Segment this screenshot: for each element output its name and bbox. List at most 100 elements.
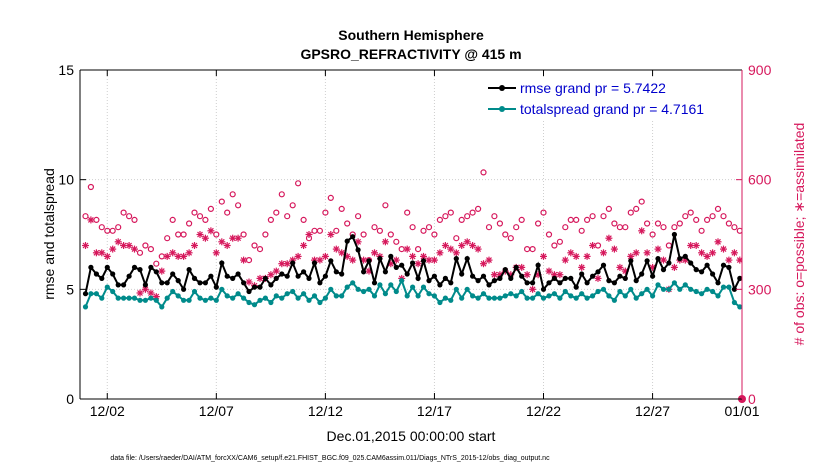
possible-marker [573,216,580,223]
rmse-point [366,258,372,264]
spread-point [502,293,508,299]
rmse-point [595,269,601,275]
spread-point [410,284,416,290]
y2-axis-label: # of obs: o=possible; ∗=assimilated [791,123,807,346]
possible-marker [273,209,280,216]
rmse-point [464,256,470,262]
spread-point [131,295,138,301]
rmse-point [290,260,296,266]
spread-point [644,286,650,292]
spread-point [311,293,318,299]
rmse-point [737,275,742,281]
assimilated-marker [605,234,613,242]
possible-marker [196,213,204,220]
rmse-point [241,280,247,286]
rmse-point [131,264,138,270]
possible-marker [654,220,662,227]
rmse-point [530,280,536,286]
assimilated-marker [518,263,526,271]
rmse-point [99,275,105,281]
assimilated-marker [523,271,531,279]
spread-point [224,293,230,299]
possible-marker [714,205,722,212]
rmse-point [159,280,165,286]
possible-marker [355,213,362,220]
rmse-point [268,282,274,288]
spread-point [442,295,448,301]
spread-point [339,293,345,299]
assimilated-marker [425,256,433,264]
possible-marker [720,213,727,220]
rmse-point [513,264,519,270]
possible-marker [300,216,307,223]
possible-marker [382,202,389,209]
assimilated-marker [414,260,422,268]
spread-point [710,288,716,295]
possible-marker [660,224,667,231]
possible-marker [491,213,498,220]
legend-spread-marker [499,106,505,112]
rmse-point [731,286,738,292]
x-tick-label: 12/22 [526,403,561,419]
possible-marker [627,209,634,216]
possible-marker [687,209,694,216]
spread-point [121,295,127,301]
rmse-point [584,280,590,286]
possible-marker [344,220,351,227]
possible-marker [398,246,405,253]
assimilated-marker [643,249,651,257]
spread-point [273,293,279,299]
assimilated-marker [131,245,138,253]
assimilated-marker [109,245,117,253]
assimilated-marker [327,231,335,238]
possible-marker [207,205,214,212]
spread-point [153,297,159,303]
rmse-point [715,280,721,286]
possible-marker [305,235,313,242]
assimilated-marker [180,252,188,260]
assimilated-marker [632,249,640,257]
assimilated-marker [87,216,95,224]
assimilated-marker [136,289,144,297]
rmse-point [448,280,454,286]
spread-point [530,295,536,301]
assimilated-marker [147,289,155,297]
spread-point [322,295,328,301]
rmse-point [137,267,143,273]
assimilated-marker [463,238,471,246]
spread-point [328,286,334,292]
possible-marker [147,246,154,253]
spread-point [486,295,492,301]
possible-marker [442,213,449,220]
rmse-point [688,260,694,266]
assimilated-marker [561,256,569,264]
assimilated-marker [540,252,547,260]
rmse-point [213,284,219,290]
rmse-point [142,282,148,288]
spread-point [584,295,590,301]
possible-marker [316,227,323,234]
possible-marker [633,205,640,212]
possible-marker [605,205,613,212]
spread-point [301,291,307,297]
rmse-point [88,264,94,270]
spread-point [208,295,214,301]
possible-marker [267,216,274,223]
legend-box [484,77,736,121]
spread-point [181,297,187,303]
rmse-point [437,282,443,288]
possible-marker [126,213,133,220]
assimilated-marker [660,256,667,264]
rmse-point [410,260,416,266]
rmse-point [655,256,661,262]
assimilated-marker [572,252,580,260]
assimilated-marker [720,245,727,253]
spread-point [628,286,634,292]
rmse-point [377,256,383,262]
assimilated-marker [638,227,646,235]
spread-point [540,295,547,301]
rmse-point [121,282,127,288]
spread-point [235,291,241,297]
rmse-point [671,231,678,238]
